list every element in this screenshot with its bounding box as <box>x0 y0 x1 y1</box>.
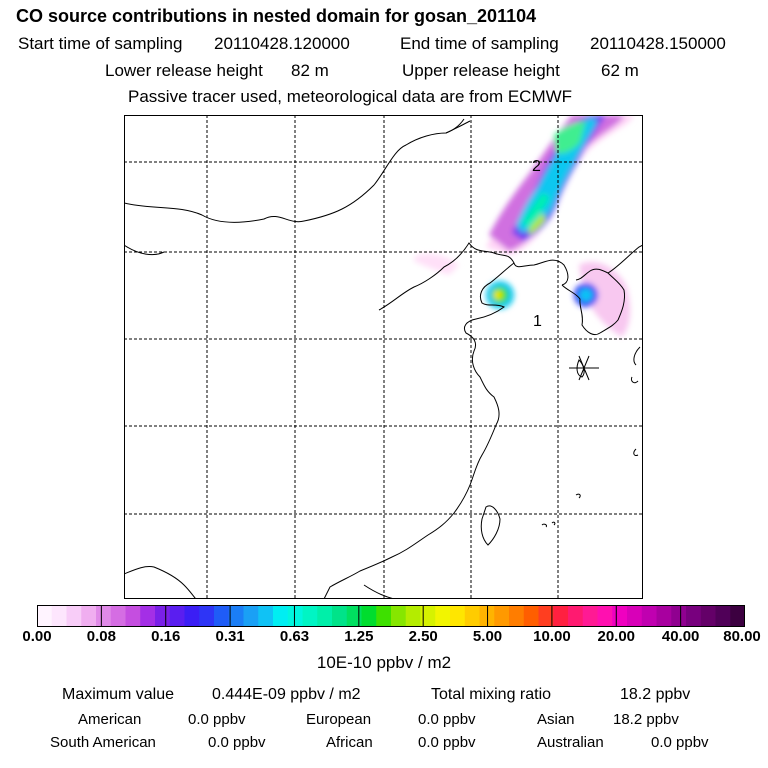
tracer-note: Passive tracer used, meteorological data… <box>128 87 573 106</box>
colorbar-swatch <box>641 605 657 627</box>
grid-lines <box>124 115 643 599</box>
colorbar-swatch <box>258 605 274 627</box>
concentration-map: 2 1 <box>124 115 643 599</box>
region-value: 18.2 ppbv <box>613 711 679 728</box>
upper-release-label: Upper release height <box>402 61 560 80</box>
colorbar-swatch <box>435 605 451 627</box>
colorbar-tick-label: 5.00 <box>472 628 503 645</box>
chart-title: CO source contributions in nested domain… <box>16 6 537 26</box>
upper-release-value: 62 m <box>601 61 639 80</box>
region-value: 0.0 ppbv <box>188 711 246 728</box>
colorbar-swatch <box>37 605 53 627</box>
colorbar-tick-label: 40.00 <box>661 628 700 645</box>
region-name: European <box>306 711 372 728</box>
lower-release-value: 82 m <box>291 61 329 80</box>
colorbar-swatch <box>287 605 303 627</box>
start-time-label: Start time of sampling <box>18 34 183 53</box>
colorbar-tick-label: 2.50 <box>408 628 438 645</box>
region-name: American <box>78 711 142 728</box>
map-frame <box>124 115 643 599</box>
map-label-2: 2 <box>532 158 541 175</box>
colorbar-swatch <box>597 605 613 627</box>
start-time-value: 20110428.120000 <box>214 34 350 53</box>
colorbar-swatch <box>243 605 259 627</box>
colorbar-swatch <box>494 605 510 627</box>
colorbar-swatch <box>81 605 97 627</box>
colorbar-swatch <box>523 605 539 627</box>
end-time-label: End time of sampling <box>400 34 559 53</box>
colorbar-swatch <box>627 605 643 627</box>
colorbar-swatch <box>110 605 126 627</box>
colorbar-swatch <box>155 605 171 627</box>
colorbar-swatch <box>612 605 628 627</box>
colorbar-swatch <box>686 605 702 627</box>
region-name: Australian <box>537 734 604 751</box>
colorbar-swatch <box>66 605 82 627</box>
colorbar-swatch <box>376 605 392 627</box>
colorbar-tick-label: 20.00 <box>597 628 636 645</box>
end-time-value: 20110428.150000 <box>590 34 726 53</box>
colorbar-swatch <box>332 605 348 627</box>
colorbar-swatch <box>656 605 672 627</box>
colorbar-swatch <box>568 605 584 627</box>
colorbar-swatch <box>228 605 244 627</box>
colorbar-tick-label: 0.08 <box>86 628 116 645</box>
colorbar-swatch <box>125 605 141 627</box>
region-value: 0.0 ppbv <box>651 734 709 751</box>
colorbar-swatch <box>361 605 377 627</box>
colorbar-swatch <box>273 605 289 627</box>
colorbar-swatch <box>464 605 480 627</box>
colorbar <box>37 605 745 627</box>
colorbar-tick-label: 1.25 <box>344 628 374 645</box>
max-value-label: Maximum value <box>62 686 175 703</box>
colorbar-swatch <box>391 605 407 627</box>
colorbar-swatch <box>509 605 525 627</box>
colorbar-swatch <box>184 605 200 627</box>
region-name: African <box>326 734 373 751</box>
colorbar-swatch <box>405 605 421 627</box>
colorbar-tick-label: 0.16 <box>151 628 181 645</box>
colorbar-swatch <box>700 605 716 627</box>
lower-release-label: Lower release height <box>105 61 263 80</box>
colorbar-swatch <box>582 605 598 627</box>
region-value: 0.0 ppbv <box>208 734 266 751</box>
colorbar-tick-label: 0.63 <box>279 628 310 645</box>
colorbar-swatch <box>96 605 112 627</box>
colorbar-swatch <box>730 605 745 627</box>
colorbar-swatch <box>346 605 362 627</box>
colorbar-units: 10E-10 ppbv / m2 <box>316 653 452 672</box>
colorbar-swatch <box>140 605 156 627</box>
total-mixing-value: 18.2 ppbv <box>620 686 691 703</box>
receptor-asterisk-icon <box>569 355 599 381</box>
map-label-1: 1 <box>533 313 542 330</box>
colorbar-swatch <box>420 605 436 627</box>
colorbar-swatch <box>302 605 318 627</box>
region-name: South American <box>50 734 156 751</box>
colorbar-swatch <box>671 605 687 627</box>
colorbar-frame <box>37 605 745 627</box>
colorbar-swatch <box>553 605 569 627</box>
colorbar-tick-label: 10.00 <box>533 628 571 645</box>
colorbar-tick-label: 0.31 <box>215 628 245 645</box>
colorbar-swatch <box>199 605 215 627</box>
region-value: 0.0 ppbv <box>418 711 476 728</box>
region-name: Asian <box>537 711 575 728</box>
colorbar-swatch <box>214 605 230 627</box>
max-value: 0.444E-09 ppbv / m2 <box>212 686 361 703</box>
region-value: 0.0 ppbv <box>418 734 476 751</box>
colorbar-tick-label: 80.00 <box>723 628 761 645</box>
colorbar-swatch <box>450 605 466 627</box>
colorbar-swatch <box>538 605 554 627</box>
colorbar-swatch <box>715 605 731 627</box>
colorbar-swatch <box>51 605 67 627</box>
colorbar-tick-label: 0.00 <box>22 628 52 645</box>
concentration-plume <box>414 115 634 337</box>
total-mixing-label: Total mixing ratio <box>431 686 552 703</box>
colorbar-swatch <box>317 605 333 627</box>
colorbar-swatch <box>169 605 185 627</box>
